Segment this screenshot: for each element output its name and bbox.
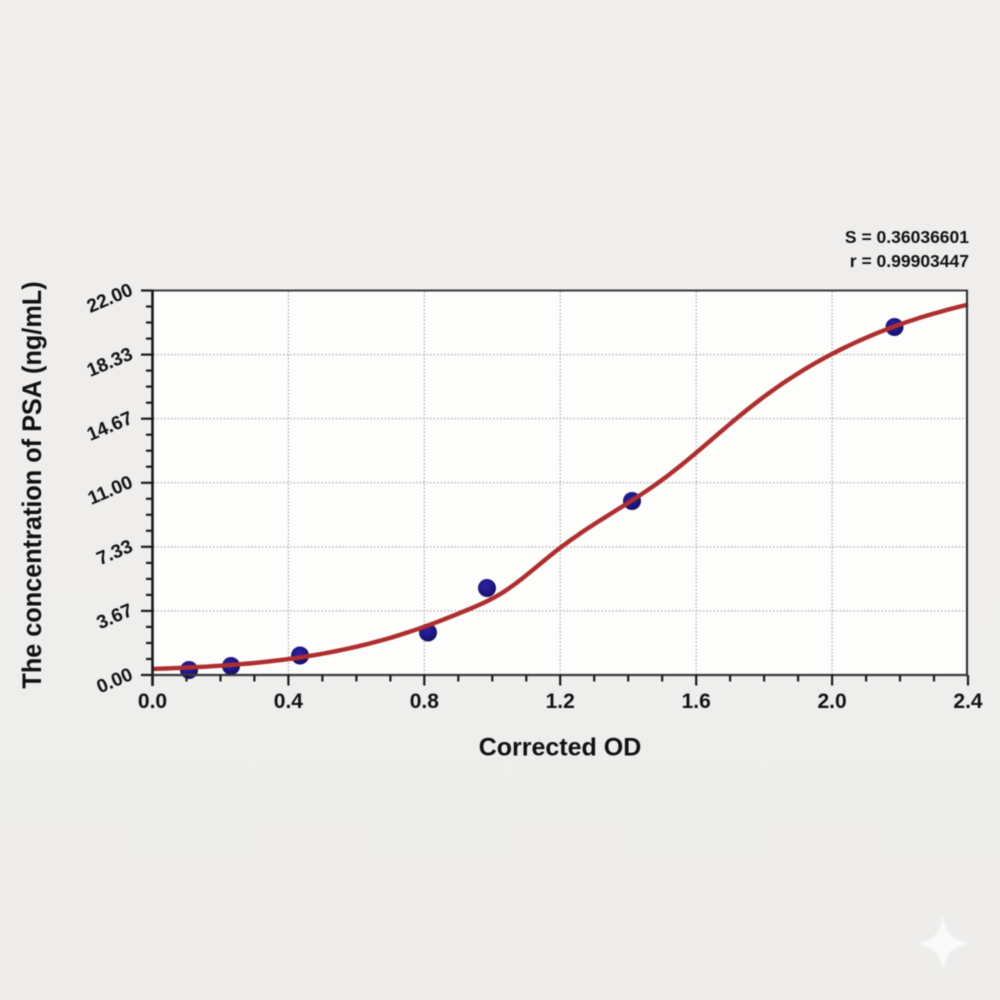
svg-text:S = 0.36036601: S = 0.36036601 (845, 227, 969, 247)
svg-text:0.8: 0.8 (410, 690, 440, 713)
svg-text:18.33: 18.33 (84, 344, 136, 382)
svg-text:2.0: 2.0 (817, 690, 846, 713)
svg-text:Corrected OD: Corrected OD (479, 734, 642, 762)
svg-text:0.4: 0.4 (274, 690, 304, 713)
svg-text:3.67: 3.67 (94, 600, 136, 634)
svg-text:0.0: 0.0 (138, 690, 167, 713)
svg-text:7.33: 7.33 (94, 536, 136, 570)
svg-text:11.00: 11.00 (85, 472, 136, 509)
svg-text:r = 0.99903447: r = 0.99903447 (850, 251, 969, 271)
svg-text:22.00: 22.00 (84, 280, 136, 318)
svg-text:1.6: 1.6 (682, 690, 711, 713)
svg-text:1.2: 1.2 (546, 690, 575, 713)
svg-text:0.00: 0.00 (94, 664, 136, 698)
svg-text:2.4: 2.4 (953, 690, 983, 713)
svg-text:The concentration of PSA (ng/m: The concentration of PSA (ng/mL) (18, 281, 47, 688)
svg-text:14.67: 14.67 (84, 408, 136, 446)
